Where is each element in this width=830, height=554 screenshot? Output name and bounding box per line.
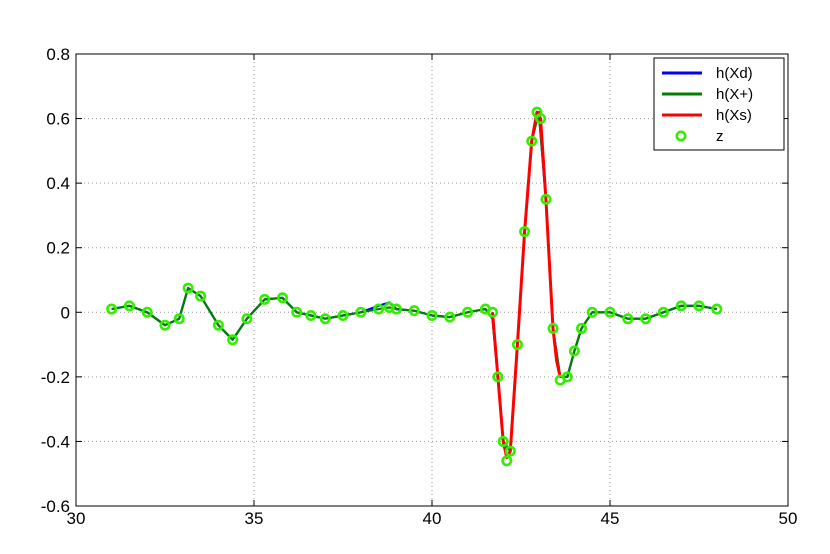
x-tick-label: 50 xyxy=(779,509,798,528)
data-point xyxy=(711,303,723,315)
data-point xyxy=(106,303,118,315)
data-point xyxy=(526,135,538,147)
y-tick-label: 0.2 xyxy=(46,239,70,258)
data-point xyxy=(390,303,402,315)
data-point xyxy=(426,310,438,322)
x-tick-label: 30 xyxy=(67,509,86,528)
data-point xyxy=(504,445,516,457)
data-point xyxy=(622,313,634,325)
y-tick-label: 0.8 xyxy=(46,45,70,64)
x-tick-label: 40 xyxy=(423,509,442,528)
y-tick-label: -0.2 xyxy=(41,368,70,387)
data-point xyxy=(141,306,153,318)
y-tick-label: 0.4 xyxy=(46,174,70,193)
data-point xyxy=(535,113,547,125)
data-point xyxy=(547,322,559,334)
data-point xyxy=(492,371,504,383)
data-point xyxy=(355,306,367,318)
y-tick-label: -0.4 xyxy=(41,432,70,451)
data-point xyxy=(159,319,171,331)
axes xyxy=(75,53,789,507)
data-point xyxy=(501,455,513,467)
data-point xyxy=(462,306,474,318)
data-point xyxy=(195,290,207,302)
data-point xyxy=(604,306,616,318)
data-point xyxy=(408,305,420,317)
series-line-2 xyxy=(491,110,562,460)
legend-label-0: h(Xd) xyxy=(716,65,753,82)
data-point xyxy=(212,319,224,331)
data-point xyxy=(259,293,271,305)
series-line-1 xyxy=(111,111,718,453)
data-point xyxy=(576,322,588,334)
x-tick-label: 45 xyxy=(601,509,620,528)
data-point xyxy=(123,300,135,312)
data-point xyxy=(487,306,499,318)
legend-label-3: z xyxy=(716,128,724,145)
data-point xyxy=(540,193,552,205)
data-point xyxy=(561,371,573,383)
data-point xyxy=(276,292,288,304)
legend-label-1: h(X+) xyxy=(716,86,753,103)
data-point xyxy=(586,306,598,318)
data-point xyxy=(675,300,687,312)
data-point xyxy=(319,313,331,325)
legend-label-2: h(Xs) xyxy=(716,107,752,124)
data-point xyxy=(337,310,349,322)
data-point xyxy=(227,334,239,346)
data-point xyxy=(519,226,531,238)
series-layer xyxy=(106,106,723,467)
data-point xyxy=(568,345,580,357)
legend-marker-3 xyxy=(675,130,687,142)
data-point xyxy=(657,306,669,318)
data-point xyxy=(173,313,185,325)
data-point xyxy=(511,339,523,351)
data-point xyxy=(444,311,456,323)
data-point xyxy=(640,313,652,325)
x-tick-label: 35 xyxy=(245,509,264,528)
data-point xyxy=(693,300,705,312)
tick-labels: 30 35 40 45 50 -0.6 -0.4 -0.2 0 0.2 0.4 0.6 0.8 xyxy=(41,45,798,528)
data-point xyxy=(497,435,509,447)
y-tick-label: -0.6 xyxy=(41,497,70,516)
y-tick-label: 0.6 xyxy=(46,110,70,129)
y-tick-label: 0 xyxy=(61,303,70,322)
data-point xyxy=(291,306,303,318)
data-point xyxy=(241,313,253,325)
legend: h(Xd) h(X+) h(Xs) z xyxy=(653,57,785,151)
data-point xyxy=(305,310,317,322)
data-point xyxy=(182,282,194,294)
data-point xyxy=(373,303,385,315)
